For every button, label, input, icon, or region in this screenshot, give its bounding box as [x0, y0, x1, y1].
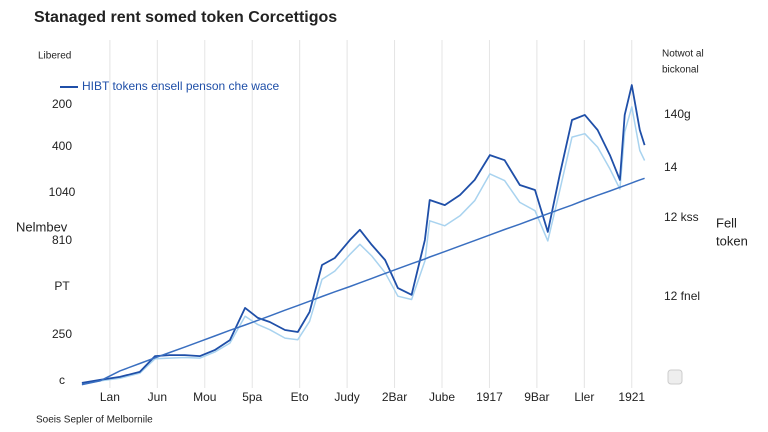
chart-title: Stanaged rent somed token Corcettigos: [34, 9, 337, 26]
legend-label: HIBT tokens ensell penson che wace: [82, 79, 280, 93]
y-label: 1040: [49, 185, 76, 199]
x-tick-label: Jube: [429, 390, 455, 404]
x-tick-label: Lan: [100, 390, 120, 404]
x-tick-label: Judy: [334, 390, 359, 404]
right-label: 12 kss: [664, 210, 699, 224]
right-title: Fell: [716, 215, 737, 230]
y-axis-title: Nelmbev: [16, 219, 68, 234]
y-caption: Libered: [38, 51, 71, 62]
y-label: PT: [54, 279, 70, 293]
x-tick-label: Jun: [148, 390, 167, 404]
x-tick-label: 5pa: [242, 390, 262, 404]
series-line: [81, 177, 645, 386]
x-tick-label: 9Bar: [524, 390, 549, 404]
series-line: [81, 106, 646, 385]
icon: [667, 369, 683, 385]
y-label: 200: [52, 97, 72, 111]
right-label: 12 fnel: [664, 289, 700, 303]
y-label: c: [59, 373, 65, 387]
y-label: 400: [52, 139, 72, 153]
y-label: 810: [52, 233, 72, 247]
x-tick-label: 1917: [476, 390, 503, 404]
y-label: 250: [52, 327, 72, 341]
right-title: token: [716, 233, 748, 248]
x-tick-label: Mou: [193, 390, 216, 404]
x-tick-label: Ller: [574, 390, 594, 404]
x-tick-label: 2Bar: [382, 390, 407, 404]
source-note: Soeis Sepler of Melbornile: [36, 415, 153, 426]
right-header: bickonal: [662, 65, 699, 76]
right-header: Notwot al: [662, 49, 704, 60]
x-tick-label: Eto: [291, 390, 309, 404]
right-label: 140g: [664, 107, 691, 121]
right-label: 14: [664, 160, 678, 174]
x-tick-label: 1921: [618, 390, 645, 404]
series-line: [81, 84, 646, 384]
